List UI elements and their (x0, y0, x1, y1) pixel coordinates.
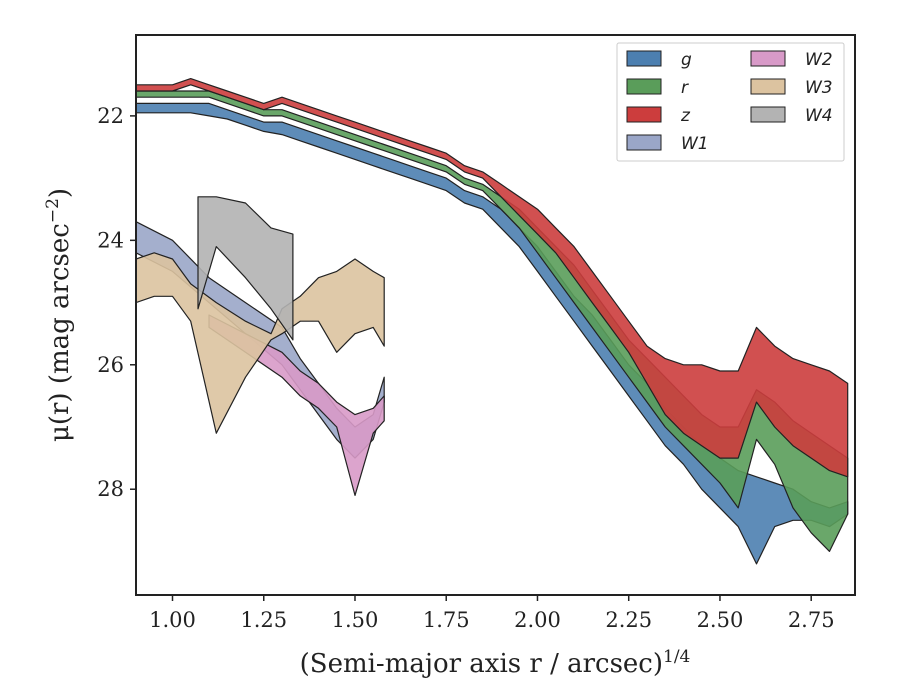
legend-swatch-w4 (750, 106, 786, 123)
legend-label-r: r (681, 78, 689, 98)
y-axis-label-exponent: −2 (43, 198, 63, 223)
legend-label-w3: W3 (805, 78, 833, 98)
series-band-z (136, 77, 849, 478)
y-axis-label: μ(r) (mag arcsec−2) (43, 188, 75, 442)
legend-label-w2: W2 (805, 50, 833, 70)
x-axis: 1.00 1.25 1.50 1.75 2.00 2.25 2.50 2.75 (149, 595, 835, 632)
legend-swatch-w1 (626, 134, 662, 151)
x-tick-label: 1.00 (149, 608, 196, 632)
x-tick-label: 1.25 (240, 608, 287, 632)
x-tick-label: 1.75 (423, 608, 470, 632)
legend-box (616, 42, 845, 162)
legend: grz W1 W2 W3 W4 (616, 42, 845, 162)
y-tick-label: 24 (97, 228, 124, 252)
series-band-r (136, 90, 849, 553)
series-layer (136, 77, 849, 565)
x-tick-label: 1.50 (332, 608, 379, 632)
legend-swatch-w2 (750, 50, 786, 67)
y-tick-label: 22 (97, 104, 124, 128)
plot-area-frame (135, 34, 856, 596)
legend-swatch-w3 (750, 78, 786, 95)
x-axis-label-text: (Semi-major axis r / arcsec) (300, 649, 663, 679)
x-tick-label: 2.75 (788, 608, 835, 632)
y-axis-label-text: μ(r) (mag arcsec (45, 223, 75, 442)
legend-label-w1: W1 (681, 134, 709, 154)
series-band-w4 (197, 196, 294, 341)
x-tick-label: 2.25 (605, 608, 652, 632)
legend-label-g: g (681, 50, 692, 70)
y-axis: 22 24 26 28 (97, 104, 136, 501)
legend-label-z: z (680, 106, 691, 126)
legend-label-w4: W4 (805, 106, 833, 126)
y-tick-label: 28 (97, 477, 124, 501)
x-tick-label: 2.00 (514, 608, 561, 632)
y-tick-label: 26 (97, 353, 124, 377)
y-axis-label-tail: ) (45, 188, 75, 198)
legend-swatch-r (626, 78, 662, 95)
x-axis-label-exponent: 1/4 (663, 647, 690, 667)
x-axis-label: (Semi-major axis r / arcsec)1/4 (300, 647, 691, 679)
legend-swatch-z (626, 106, 662, 123)
legend-swatch-g (626, 50, 662, 67)
x-tick-label: 2.50 (697, 608, 744, 632)
